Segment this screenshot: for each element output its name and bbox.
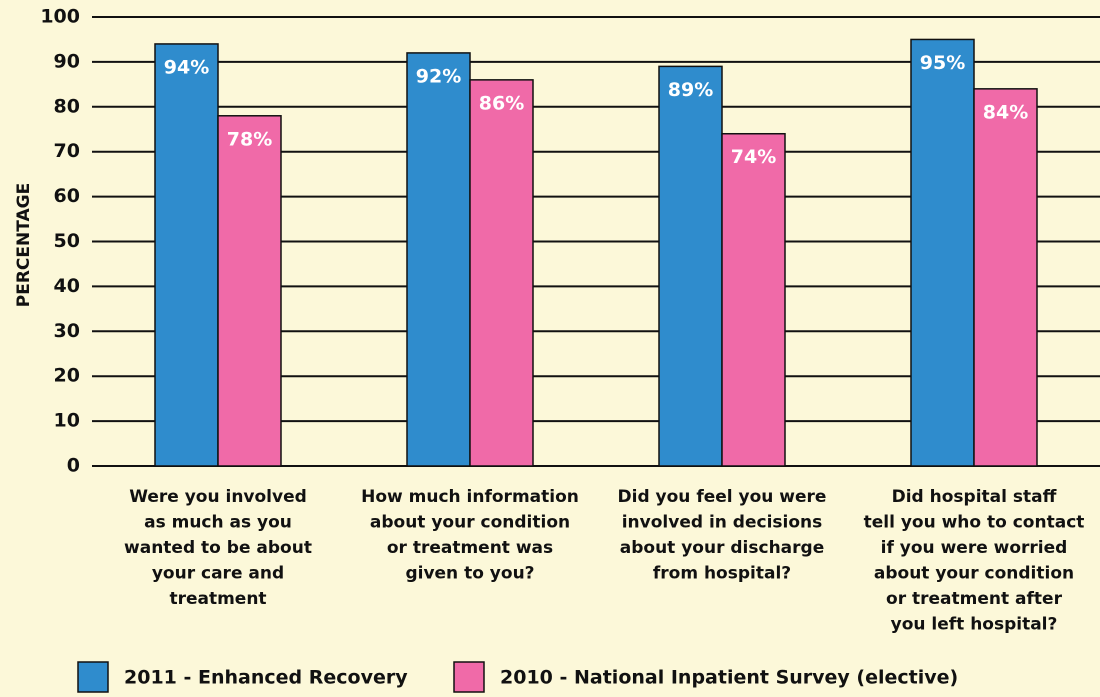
legend-swatch: [453, 661, 485, 693]
y-tick-label: 60: [54, 185, 80, 207]
legend-label: 2010 - National Inpatient Survey (electi…: [500, 667, 958, 689]
value-label: 74%: [731, 146, 776, 168]
bar: [910, 38, 975, 467]
bar: [217, 115, 282, 467]
bar: [154, 43, 219, 467]
value-label: 94%: [164, 56, 209, 78]
value-label: 95%: [920, 52, 965, 74]
y-tick-label: 90: [54, 50, 80, 72]
value-label: 86%: [479, 92, 524, 114]
legend-swatch: [77, 661, 109, 693]
x-tick-label: Did you feel you were involved in decisio…: [618, 487, 827, 584]
legend-label: 2011 - Enhanced Recovery: [124, 667, 408, 689]
value-label: 78%: [227, 128, 272, 150]
x-tick-label: How much information about your condition…: [361, 487, 579, 584]
value-label: 84%: [983, 101, 1028, 123]
bar: [973, 88, 1038, 467]
y-tick-label: 40: [54, 275, 80, 297]
value-label: 89%: [668, 79, 713, 101]
x-tick-label: Were you involved as much as you wanted to…: [124, 487, 312, 609]
y-tick-label: 20: [54, 365, 80, 387]
value-label: 92%: [416, 65, 461, 87]
x-tick-label: Did hospital staff tell you who to contac…: [864, 487, 1085, 635]
y-tick-label: 0: [67, 455, 80, 477]
y-tick-label: 30: [54, 320, 80, 342]
y-tick-label: 50: [54, 230, 80, 252]
bar: [721, 132, 786, 467]
y-tick-label: 100: [40, 6, 80, 28]
y-tick-label: 10: [54, 410, 80, 432]
bar: [469, 79, 534, 467]
bar: [658, 65, 723, 467]
bar: [406, 52, 471, 467]
y-tick-label: 80: [54, 95, 80, 117]
y-tick-label: 70: [54, 140, 80, 162]
y-axis-label: PERCENTAGE: [14, 183, 34, 307]
